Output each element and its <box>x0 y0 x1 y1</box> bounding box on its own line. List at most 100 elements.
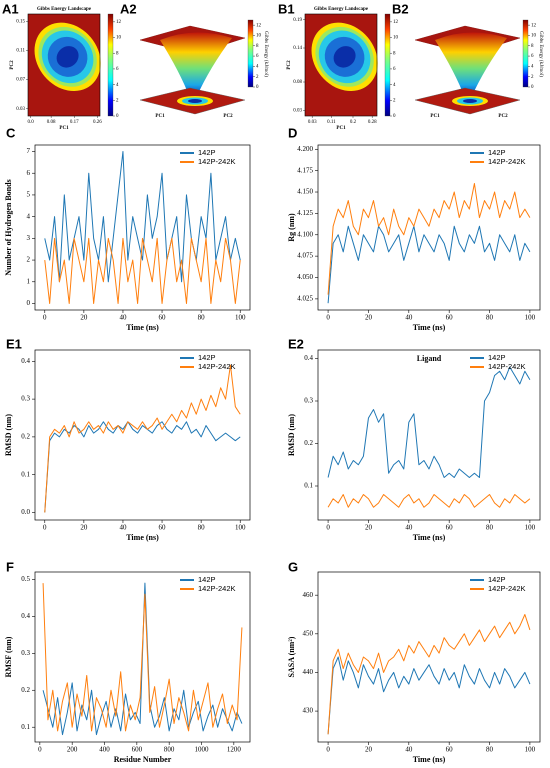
x-tick-label: 0.26 <box>93 120 102 125</box>
x-tick-label: 80 <box>486 314 494 322</box>
colorbar-label: Gibbs Energy (kJ/mol) <box>538 31 543 77</box>
series-line <box>327 494 531 508</box>
x-tick-label: 0.2 <box>350 120 357 125</box>
panel-label: G <box>288 559 298 574</box>
colorbar-tick-label: 2 <box>531 75 534 80</box>
x-tick-label: 100 <box>525 314 536 322</box>
chart-title: Ligand <box>417 354 442 363</box>
series-line <box>327 614 531 735</box>
y-tick-label: 4.150 <box>297 188 313 196</box>
y-tick-label: 0.3 <box>21 395 30 403</box>
colorbar-tick-label: 2 <box>256 75 259 80</box>
colorbar-tick-label: 4 <box>393 83 396 88</box>
projection-basin <box>463 99 477 103</box>
series-line <box>327 182 531 295</box>
plot-frame <box>34 571 251 743</box>
panel-label: D <box>288 125 297 140</box>
y-tick-label: 0.2 <box>21 432 30 440</box>
y-axis-label: RMSD (nm) <box>287 414 296 456</box>
x-tick-label: 800 <box>164 746 175 754</box>
y-tick-label: 3 <box>27 234 31 242</box>
colorbar-tick-label: 4 <box>256 65 259 70</box>
colorbar-tick-label: 8 <box>531 44 534 49</box>
series-line <box>44 364 241 513</box>
y-tick-label: 460 <box>303 591 314 599</box>
panel-label: E2 <box>288 336 304 351</box>
y-tick-label: 430 <box>303 707 314 715</box>
colorbar-tick-label: 10 <box>116 36 122 41</box>
x-axis-label: Time (ns) <box>126 323 159 332</box>
plot-frame <box>317 349 541 521</box>
colorbar-tick-label: 0 <box>116 114 119 119</box>
x-tick-label: 400 <box>99 746 110 754</box>
plot-frame <box>27 13 101 117</box>
y-axis-label: PC2 <box>287 60 292 70</box>
y-tick-label: 4.100 <box>297 230 313 238</box>
colorbar-tick-label: 6 <box>256 54 259 59</box>
y-tick-label: 7 <box>27 147 31 155</box>
y-axis-label: RMSD (nm) <box>4 414 13 456</box>
y-tick-label: 0.4 <box>304 354 313 362</box>
x-tick-label: 100 <box>525 746 536 754</box>
x-tick-label: 0 <box>43 314 47 322</box>
colorbar-tick-label: 4 <box>531 65 534 70</box>
x-tick-label: 60 <box>159 524 167 532</box>
colorbar-tick-label: 12 <box>256 23 262 28</box>
legend-label: 142P-242K <box>198 584 236 593</box>
y-tick-label: 2 <box>27 256 31 264</box>
y-tick-label: 1 <box>27 277 31 285</box>
y-tick-label: 5 <box>27 191 31 199</box>
y-axis-label: Number of Hydrogen Bonds <box>4 179 13 275</box>
legend-label: 142P <box>198 575 216 584</box>
y-tick-label: 0.07 <box>16 78 25 83</box>
colorbar-tick-label: 12 <box>531 23 537 28</box>
y-tick-label: 4.075 <box>297 252 313 260</box>
y-tick-label: 4.050 <box>297 273 313 281</box>
x-tick-label: 60 <box>446 314 454 322</box>
y-tick-label: 0 <box>27 299 31 307</box>
x-axis-label: PC1 <box>59 126 69 131</box>
colorbar-tick-label: 8 <box>116 51 119 56</box>
y-tick-label: 4.025 <box>297 294 313 302</box>
panel-label: B1 <box>278 1 295 16</box>
x-tick-label: 0 <box>43 524 47 532</box>
energy-surface <box>160 32 232 98</box>
colorbar <box>247 19 254 88</box>
legend-label: 142P-242K <box>198 157 236 166</box>
series-line <box>42 582 243 736</box>
y-tick-label: 0.03 <box>16 107 25 112</box>
x-tick-label: 60 <box>159 314 167 322</box>
x-tick-label: 40 <box>405 746 413 754</box>
colorbar-tick-label: 2 <box>116 98 119 103</box>
x-axis-label: Time (ns) <box>413 323 446 332</box>
panel-label: A2 <box>120 1 137 16</box>
y-axis-label: RMSF (nm) <box>4 636 13 677</box>
y-tick-label: 0.03 <box>293 108 302 113</box>
panel-label: B2 <box>392 1 409 16</box>
x-tick-label: 100 <box>525 524 536 532</box>
panel-label: F <box>6 559 14 574</box>
colorbar-tick-label: 10 <box>393 36 399 41</box>
series-line <box>327 656 531 735</box>
x-axis-label: Time (ns) <box>413 755 446 764</box>
y-tick-label: 440 <box>303 668 314 676</box>
y-tick-label: 0.19 <box>293 18 302 23</box>
plot-frame <box>304 13 378 117</box>
series-line <box>42 583 243 732</box>
series-line <box>327 366 531 478</box>
energy-surface <box>435 32 507 98</box>
y-tick-label: 0.1 <box>21 470 30 478</box>
x-tick-label: 20 <box>80 314 88 322</box>
y-tick-label: 4.125 <box>297 209 313 217</box>
plot-frame <box>34 144 251 311</box>
legend-label: 142P-242K <box>198 362 236 371</box>
x-tick-label: 0 <box>326 524 330 532</box>
colorbar-tick-label: 10 <box>531 34 537 39</box>
legend-label: 142P <box>198 353 216 362</box>
x-tick-label: 1200 <box>227 746 242 754</box>
colorbar-tick-label: 0 <box>531 85 534 90</box>
x-tick-label: 0.17 <box>70 120 79 125</box>
x-tick-label: 40 <box>119 524 127 532</box>
x-tick-label: 40 <box>119 314 127 322</box>
